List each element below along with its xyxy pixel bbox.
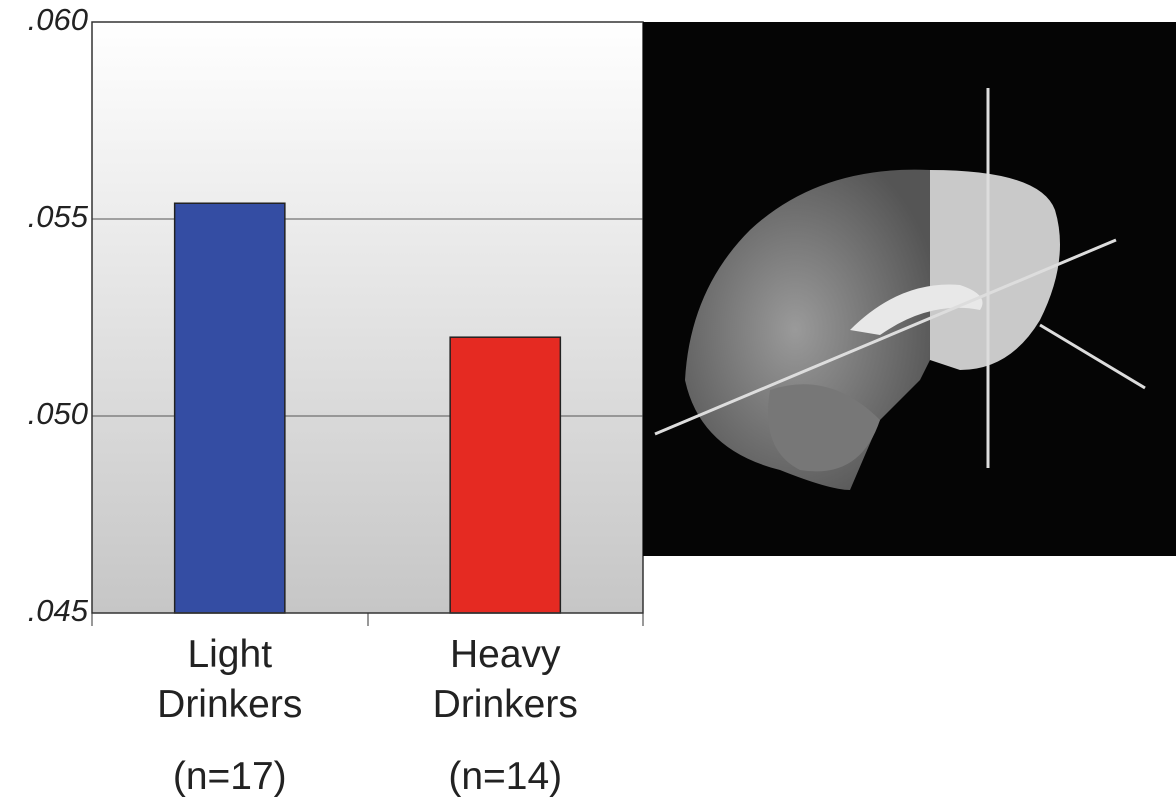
x-tick-label: Light Drinkers: [157, 633, 303, 726]
brain-image: [643, 22, 1176, 556]
crosshair: [1039, 323, 1146, 390]
crosshair: [654, 238, 1117, 436]
bar: [173, 202, 286, 614]
bar: [449, 336, 562, 614]
y-tick-label: .050: [28, 396, 88, 431]
y-tick-label: .060: [28, 2, 88, 37]
x-tick-label: Heavy Drinkers: [432, 633, 578, 726]
corpus-callosum: [850, 284, 983, 335]
cerebellum: [768, 384, 880, 472]
brain-front: [930, 170, 1060, 370]
y-tick-label: .045: [28, 593, 89, 628]
sample-size: (n=17): [172, 755, 287, 798]
sample-size: (n=14): [448, 755, 563, 798]
y-tick-label: .055: [28, 199, 89, 234]
